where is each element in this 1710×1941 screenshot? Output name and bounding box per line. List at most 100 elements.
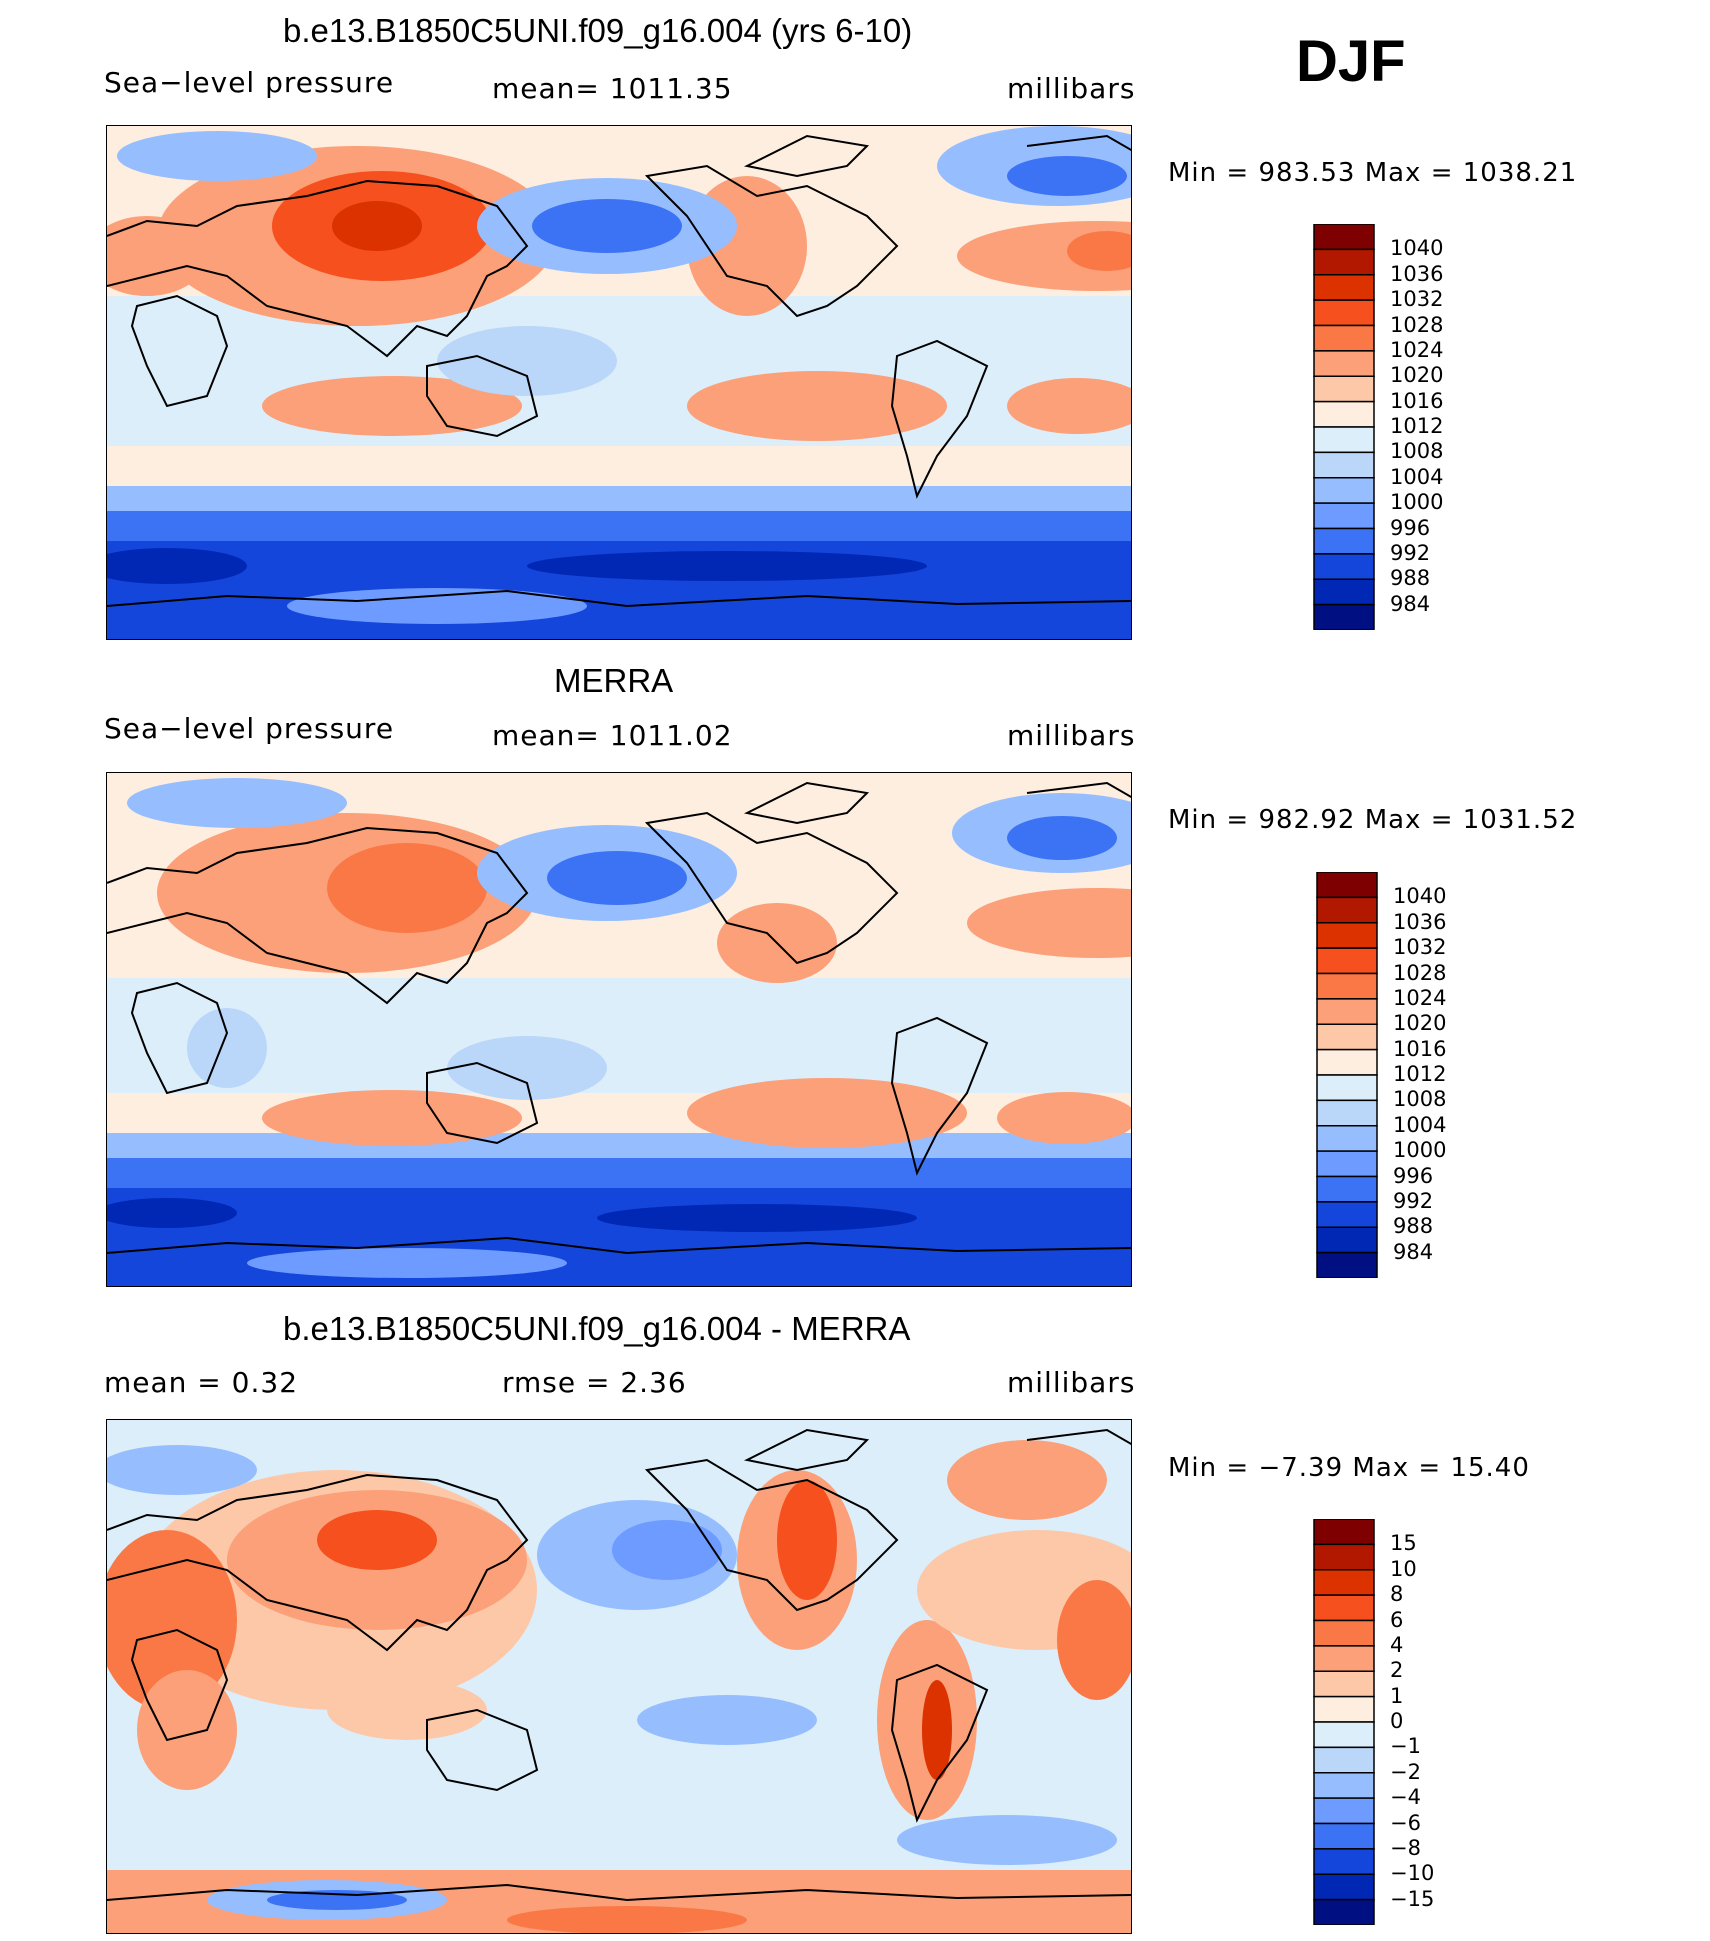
- panel2-colorbar-swatch: [1316, 1175, 1378, 1203]
- panel1-colorbar-swatch: [1313, 527, 1375, 555]
- panel2-colorbar-labels: 1040 1036 1032 1028 1024 1020 1016 1012 1008 1004…: [1393, 872, 1493, 1278]
- panel2-colorbar: [1316, 871, 1380, 1283]
- panel2-colorbar-tick-label: 1032: [1393, 935, 1447, 960]
- panel1-mean-label: mean= 1011.35: [492, 72, 733, 105]
- panel3-colorbar-swatch: [1313, 1898, 1375, 1926]
- panel2-variable-label: Sea−level pressure: [104, 712, 395, 745]
- panel1-colorbar-swatch: [1313, 248, 1375, 276]
- panel3-colorbar-swatch: [1313, 1645, 1375, 1672]
- panel1-colorbar-swatch: [1313, 223, 1375, 251]
- panel1-colorbar-swatch: [1313, 375, 1375, 403]
- panel3-rmse-label: rmse = 2.36: [502, 1366, 687, 1399]
- panel2-colorbar-tick-label: 1004: [1393, 1112, 1447, 1137]
- panel2-colorbar-tick-label: 1020: [1393, 1011, 1447, 1036]
- panel3-colorbar-swatch: [1313, 1670, 1375, 1698]
- panel2-colorbar-swatch: [1316, 1048, 1378, 1076]
- panel3-colorbar-tick-label: 8: [1390, 1582, 1404, 1607]
- panel1-colorbar-swatch: [1313, 502, 1375, 530]
- panel2-colorbar-tick-label: 1000: [1393, 1138, 1447, 1163]
- season-label: DJF: [1296, 29, 1406, 94]
- panel2-colorbar-tick-label: 1028: [1393, 960, 1447, 985]
- panel1-colorbar-swatch: [1313, 477, 1375, 504]
- panel3-colorbar-tick-label: 1: [1390, 1683, 1404, 1708]
- panel2-colorbar-tick-label: 1016: [1393, 1036, 1447, 1061]
- panel3-colorbar-tick-label: 4: [1390, 1632, 1404, 1657]
- panel1-colorbar-tick-label: 988: [1390, 566, 1431, 591]
- panel2-colorbar-swatch: [1316, 896, 1378, 924]
- panel1-colorbar-tick-label: 1012: [1390, 414, 1444, 438]
- panel3-colorbar-swatch: [1313, 1594, 1375, 1622]
- panel2-map: [106, 772, 1132, 1287]
- panel3-colorbar-tick-label: −10: [1390, 1861, 1435, 1886]
- panel2-colorbar-swatch: [1316, 1150, 1378, 1178]
- panel2-colorbar-tick-label: 1024: [1393, 985, 1447, 1010]
- panel2-colorbar-swatch: [1316, 1074, 1378, 1102]
- panel1-variable-label: Sea−level pressure: [104, 66, 395, 99]
- panel1-colorbar-tick-label: 1000: [1390, 490, 1444, 515]
- panel1-colorbar-swatch: [1313, 350, 1375, 377]
- panel1-colorbar-tick-label: 1028: [1390, 312, 1444, 337]
- panel3-colorbar-tick-label: −1: [1390, 1734, 1421, 1759]
- panel1-colorbar-tick-label: 996: [1390, 515, 1431, 540]
- panel3-colorbar-tick-label: −2: [1390, 1759, 1421, 1784]
- panel3-colorbar-swatch: [1313, 1543, 1375, 1571]
- panel3-colorbar-swatch: [1313, 1569, 1375, 1596]
- panel3-map: [106, 1419, 1132, 1934]
- panel3-colorbar-swatch: [1313, 1695, 1375, 1723]
- panel2-colorbar-swatch: [1316, 1125, 1378, 1152]
- panel2-colorbar-tick-label: 988: [1393, 1214, 1434, 1239]
- panel3-colorbar-swatch: [1313, 1772, 1375, 1799]
- panel1-colorbar: [1313, 223, 1377, 635]
- panel1-colorbar-swatch: [1313, 451, 1375, 479]
- panel1-colorbar-tick-label: 1040: [1390, 236, 1444, 261]
- panel1-colorbar-swatch: [1313, 578, 1375, 606]
- panel1-units-label: millibars: [1007, 72, 1136, 105]
- panel1-colorbar-swatch: [1313, 603, 1375, 631]
- panel3-colorbar-swatch: [1313, 1746, 1375, 1774]
- panel1-title: b.e13.B1850C5UNI.f09_g16.004 (yrs 6-10): [283, 12, 913, 49]
- panel3-colorbar-swatch: [1313, 1721, 1375, 1749]
- panel1-colorbar-labels: 1040 1036 1032 1028 1024 1020 1016 1012 1008 1004…: [1390, 224, 1490, 630]
- panel3-colorbar-tick-label: −15: [1390, 1886, 1435, 1911]
- panel1-colorbar-swatch: [1313, 324, 1375, 352]
- panel3-colorbar: [1313, 1518, 1377, 1930]
- panel1-colorbar-swatch: [1313, 426, 1375, 454]
- panel1-colorbar-tick-label: 1008: [1390, 439, 1444, 464]
- panel2-colorbar-tick-label: 992: [1393, 1188, 1434, 1213]
- panel1-colorbar-tick-label: 1004: [1390, 464, 1444, 489]
- panel3-colorbar-tick-label: −8: [1390, 1835, 1421, 1860]
- panel3-colorbar-tick-label: 10: [1390, 1556, 1417, 1581]
- panel3-colorbar-swatch: [1313, 1797, 1375, 1825]
- panel2-colorbar-swatch: [1316, 972, 1378, 1000]
- panel3-colorbar-tick-label: −4: [1390, 1785, 1421, 1810]
- panel1-minmax: Min = 983.53 Max = 1038.21: [1168, 158, 1578, 188]
- panel3-mean-label: mean = 0.32: [104, 1366, 299, 1399]
- panel1-colorbar-tick-label: 1020: [1390, 363, 1444, 388]
- panel2-colorbar-tick-label: 1036: [1393, 909, 1447, 934]
- panel1-colorbar-tick-label: 1024: [1390, 337, 1444, 362]
- panel1-colorbar-tick-label: 1016: [1390, 388, 1444, 413]
- panel1-colorbar-swatch: [1313, 274, 1375, 301]
- panel1-colorbar-tick-label: 1032: [1390, 287, 1444, 312]
- panel1-map: [106, 125, 1132, 640]
- panel2-colorbar-swatch: [1316, 1251, 1378, 1279]
- panel3-units-label: millibars: [1007, 1366, 1136, 1399]
- panel3-colorbar-tick-label: −6: [1390, 1810, 1421, 1835]
- panel2-colorbar-tick-label: 996: [1393, 1163, 1434, 1188]
- panel1-colorbar-swatch: [1313, 553, 1375, 580]
- panel3-colorbar-swatch: [1313, 1822, 1375, 1850]
- panel3-colorbar-swatch: [1313, 1848, 1375, 1875]
- panel2-colorbar-swatch: [1316, 1099, 1378, 1127]
- panel2-colorbar-tick-label: 1008: [1393, 1087, 1447, 1112]
- panel2-colorbar-tick-label: 984: [1393, 1239, 1434, 1264]
- panel3-colorbar-tick-label: 15: [1390, 1531, 1417, 1556]
- panel1-colorbar-tick-label: 1036: [1390, 261, 1444, 286]
- panel2-colorbar-tick-label: 1012: [1393, 1062, 1447, 1086]
- panel2-mean-label: mean= 1011.02: [492, 719, 733, 752]
- panel3-colorbar-tick-label: 6: [1390, 1607, 1404, 1632]
- panel3-colorbar-tick-label: 0: [1390, 1709, 1404, 1733]
- panel2-colorbar-swatch: [1316, 1023, 1378, 1051]
- panel3-title: b.e13.B1850C5UNI.f09_g16.004 - MERRA: [283, 1310, 911, 1347]
- panel1-colorbar-tick-label: 984: [1390, 591, 1431, 616]
- panel1-colorbar-tick-label: 992: [1390, 540, 1431, 565]
